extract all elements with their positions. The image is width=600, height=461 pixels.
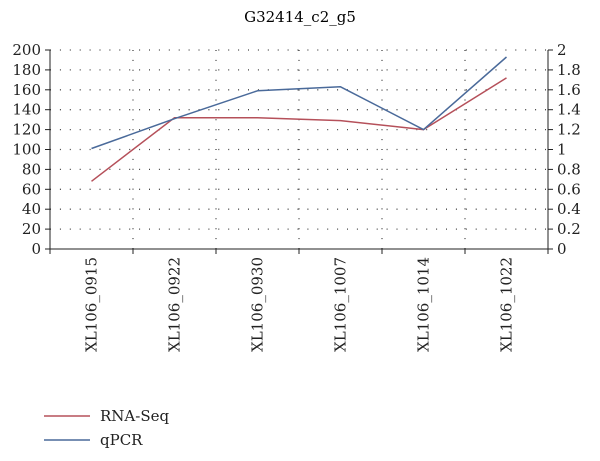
left-tick-label: 20: [22, 220, 41, 238]
left-tick-label: 0: [31, 240, 41, 258]
legend-label: qPCR: [100, 431, 143, 449]
right-tick-label: 1.4: [557, 101, 581, 119]
left-tick-label: 120: [12, 121, 41, 139]
series-lines: [91, 56, 507, 182]
left-tick-label: 140: [12, 101, 41, 119]
right-tick-label: 1.8: [557, 61, 581, 79]
series-line-rna-seq: [91, 77, 507, 182]
right-tick-label: 1.6: [557, 81, 581, 99]
chart-title: G32414_c2_g5: [244, 8, 356, 26]
right-tick-label: 0.2: [557, 220, 581, 238]
gridlines: [50, 49, 548, 249]
x-tick-label: XL106_0930: [249, 257, 267, 352]
right-tick-label: 0.4: [557, 200, 581, 218]
x-tick-label: XL106_0915: [83, 257, 101, 352]
legend-label: RNA-Seq: [100, 407, 169, 425]
right-tick-label: 0.8: [557, 160, 581, 178]
right-tick-label: 2: [557, 41, 567, 59]
left-tick-label: 40: [22, 200, 41, 218]
x-axis-ticks: XL106_0915 XL106_0922 XL106_0930 XL106_1007…: [83, 257, 516, 352]
x-tick-label: XL106_1007: [332, 257, 350, 352]
right-axis-ticks: 0 0.2 0.4 0.6 0.81 1.2 1.4 1.6 1.8 2: [557, 41, 581, 258]
left-tick-label: 180: [12, 61, 41, 79]
right-tick-label: 1.2: [557, 121, 581, 139]
left-tick-label: 200: [12, 41, 41, 59]
axes: [45, 49, 553, 254]
legend: RNA-Seq qPCR: [44, 407, 169, 449]
left-tick-label: 160: [12, 81, 41, 99]
x-tick-label: XL106_1014: [415, 257, 433, 352]
right-tick-label: 0.6: [557, 180, 581, 198]
x-tick-label: XL106_1022: [498, 257, 516, 352]
right-tick-label: 1: [557, 141, 567, 159]
right-tick-label: 0: [557, 240, 567, 258]
left-tick-label: 60: [22, 180, 41, 198]
series-line-qpcr: [91, 56, 507, 150]
left-tick-label: 80: [22, 160, 41, 178]
left-tick-label: 100: [12, 141, 41, 159]
x-tick-label: XL106_0922: [166, 257, 184, 352]
